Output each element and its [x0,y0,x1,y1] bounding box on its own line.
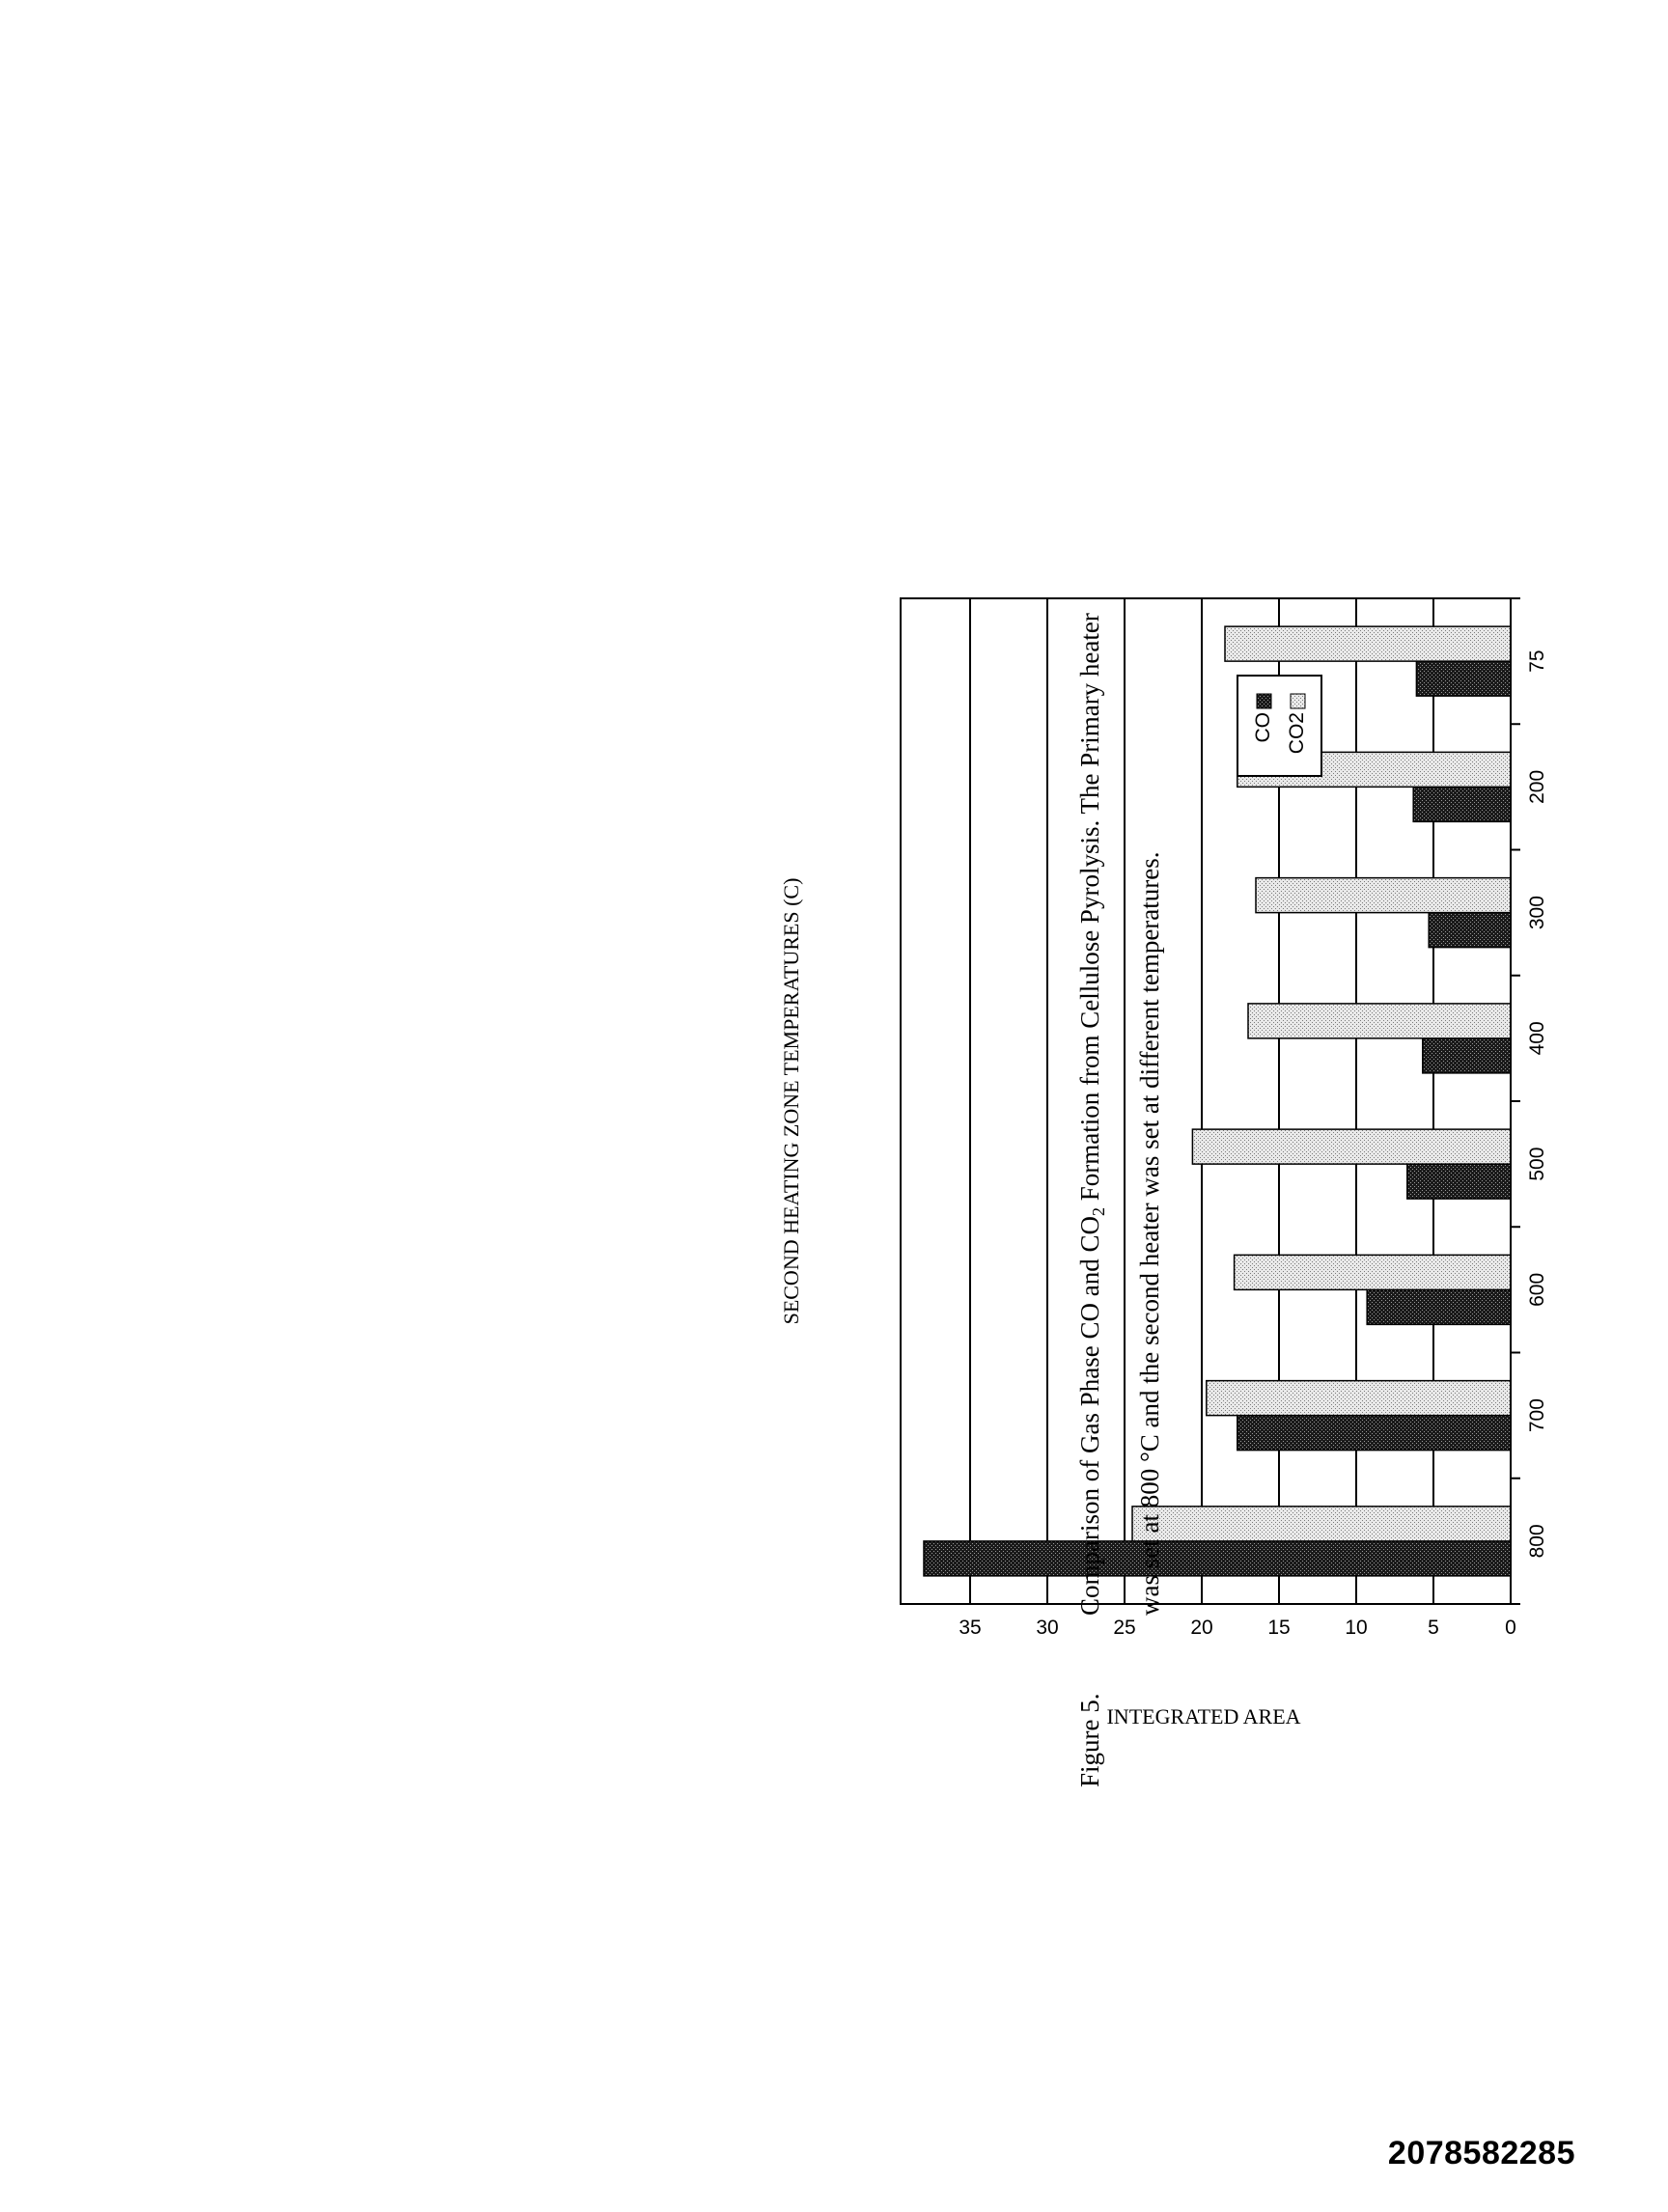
document-id: 2078582285 [1387,2135,1575,2171]
bar-co-800 [923,1540,1512,1577]
legend-swatch-co2 [1290,693,1306,709]
y-tick-label-5: 5 [1428,1617,1439,1639]
caption-line-1-text-b: Formation from Cellulose Pyrolysis. The … [1075,613,1104,1207]
chart-area: 800 700 600 500 400 300 200 75 0 5 10 15 20 25 30 35 SE… [779,597,1548,1728]
bar-co2-600 [1233,1254,1512,1291]
caption-line-2: was set at 800 °C and the second heater … [1135,851,1164,1616]
x-tick-label-600: 600 [1526,1273,1548,1307]
bar-co-75 [1415,660,1512,697]
legend-label-co2: CO2 [1286,712,1308,754]
x-tick-label-300: 300 [1526,896,1548,929]
bar-co2-500 [1191,1128,1512,1165]
tick-labels: 800 700 600 500 400 300 200 75 0 5 10 15 20 25 30 35 [959,650,1548,1639]
y-tick-label-10: 10 [1345,1617,1367,1639]
y-tick-label-30: 30 [1036,1617,1058,1639]
x-tick-label-500: 500 [1526,1147,1548,1181]
bar-co-400 [1422,1037,1512,1074]
bars [923,625,1512,1577]
bar-co2-75 [1224,625,1512,662]
category-axis [1511,597,1520,1605]
bar-co-500 [1406,1163,1512,1200]
figure-caption: Figure 5. Comparison of Gas Phase CO and… [1075,613,1164,1787]
legend-swatch-co [1256,693,1272,709]
x-axis-title: SECOND HEATING ZONE TEMPERATURES (C) [779,878,803,1325]
caption-line-1-subscript: 2 [1089,1207,1108,1216]
legend-box [1237,675,1322,777]
x-tick-label-700: 700 [1526,1398,1548,1432]
caption-line-1-text-a: Comparison of Gas Phase CO and CO [1075,1216,1104,1616]
bar-co2-400 [1247,1003,1512,1039]
y-tick-label-0: 0 [1505,1617,1516,1639]
x-tick-label-200: 200 [1526,770,1548,804]
plot-frame [900,597,1512,1605]
gridlines [969,598,1434,1604]
legend-label-co: CO [1252,712,1274,743]
bar-co-600 [1366,1288,1512,1326]
y-tick-label-35: 35 [959,1617,981,1639]
legend: CO CO2 [1237,675,1322,777]
y-tick-label-25: 25 [1113,1617,1135,1639]
figure-label: Figure 5. [1075,1694,1104,1788]
x-tick-label-400: 400 [1526,1021,1548,1055]
bar-co-700 [1237,1414,1512,1452]
y-tick-label-20: 20 [1190,1617,1212,1639]
caption-line-1: Comparison of Gas Phase CO and CO2 Forma… [1075,613,1108,1616]
bar-co2-700 [1206,1379,1512,1417]
x-tick-label-800: 800 [1526,1524,1548,1558]
bar-co-300 [1428,911,1512,949]
bar-co2-800 [1131,1506,1512,1542]
y-axis-title: INTEGRATED AREA [1106,1704,1300,1728]
x-tick-label-75: 75 [1526,650,1548,672]
bar-co2-300 [1255,876,1512,914]
bar-co-200 [1412,786,1512,823]
y-tick-label-15: 15 [1267,1617,1290,1639]
